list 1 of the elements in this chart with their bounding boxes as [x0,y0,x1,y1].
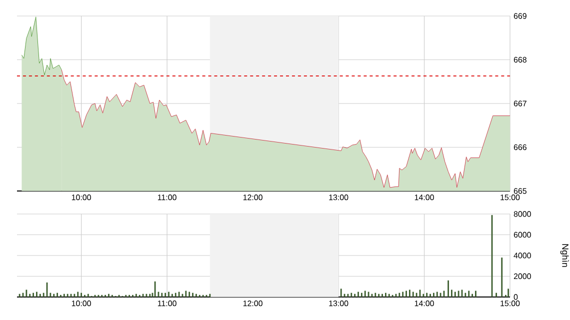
y-axis-title: Nghìn [560,244,569,267]
